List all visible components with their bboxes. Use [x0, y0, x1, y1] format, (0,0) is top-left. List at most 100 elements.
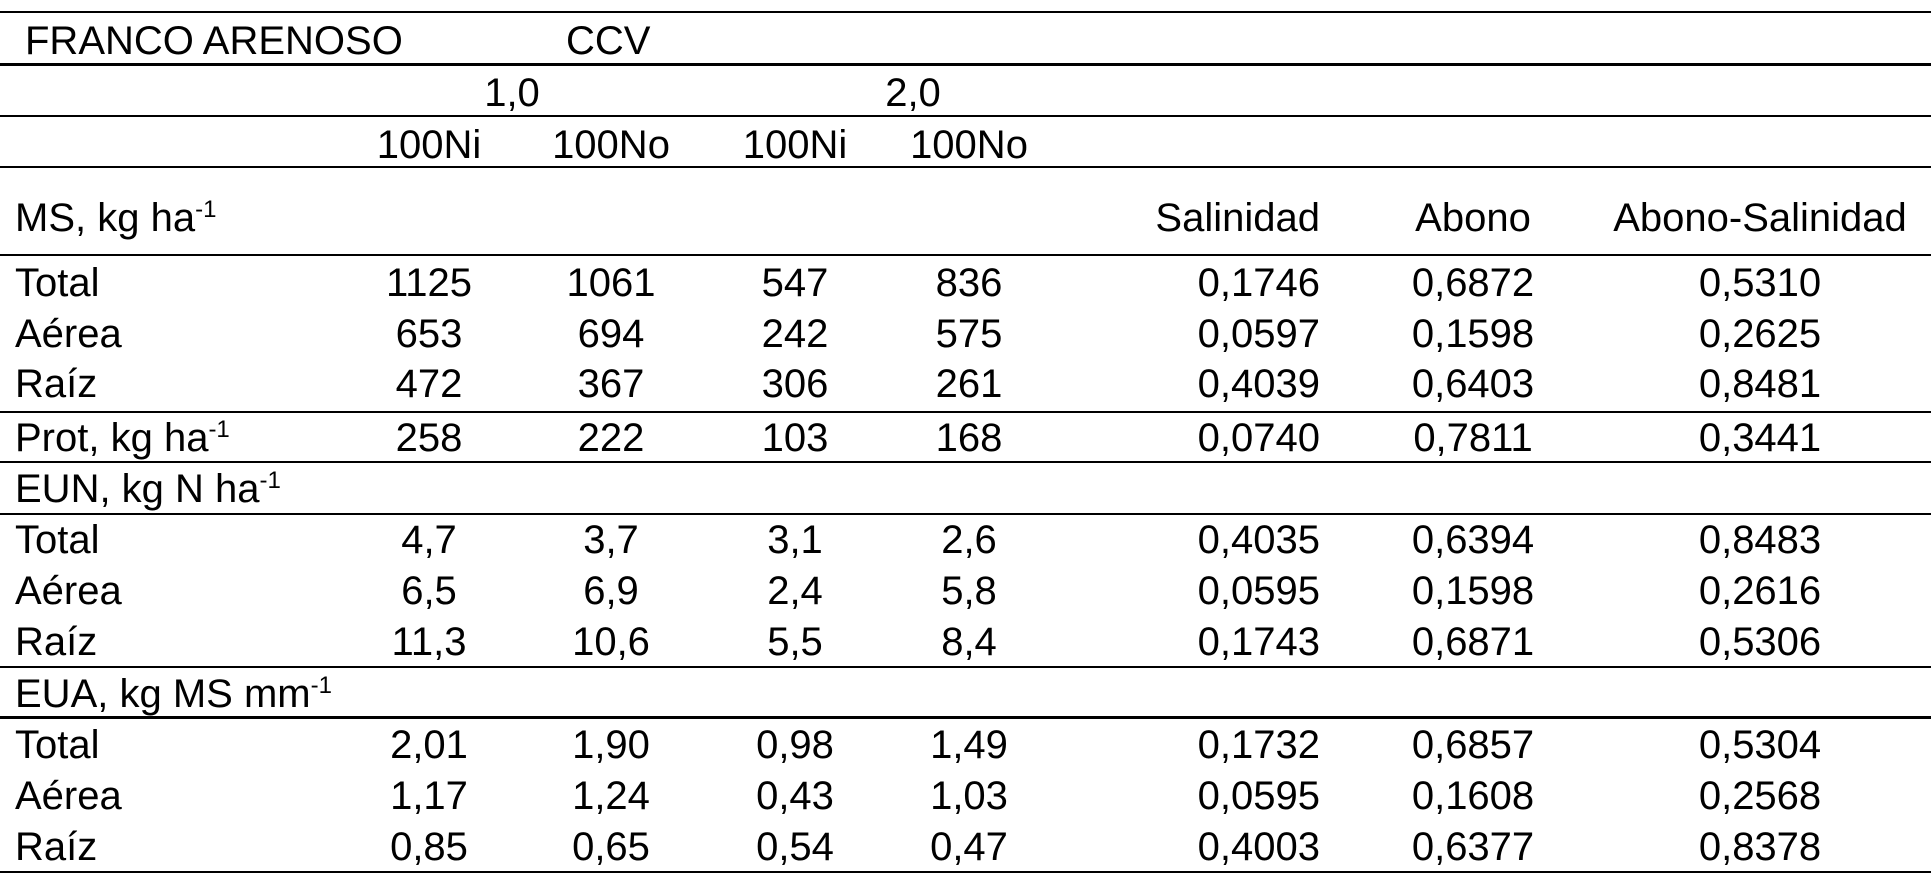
row-label: Raíz [15, 362, 98, 406]
treatment-header: 100No [552, 123, 670, 167]
table-cell: 4,7 [401, 518, 457, 562]
pvalue-cell: 0,2625 [1698, 312, 1822, 356]
pvalue-cell: 0,1732 [1197, 723, 1320, 767]
table-cell: 10,6 [572, 620, 650, 664]
table-cell: 1,24 [572, 774, 650, 818]
pvalue-cell: 0,0595 [1197, 569, 1320, 613]
row-label: Aérea [15, 312, 122, 356]
table-cell: 8,4 [941, 620, 997, 664]
table-cell: 103 [761, 416, 829, 460]
table-cell: 0,43 [756, 774, 834, 818]
rule-prot-top [0, 411, 1931, 413]
table-cell: 258 [395, 416, 463, 460]
pvalue-cell: 0,8481 [1698, 362, 1822, 406]
table-cell: 575 [935, 312, 1003, 356]
table-cell: 0,65 [572, 825, 650, 869]
section-label-ms: MS, kg ha-1 [15, 196, 217, 240]
pvalue-cell: 0,4035 [1197, 518, 1320, 562]
row-label: Aérea [15, 569, 122, 613]
pvalue-cell: 0,1598 [1411, 312, 1535, 356]
row-label: Total [15, 518, 100, 562]
table-cell: 0,54 [756, 825, 834, 869]
table-cell: 1125 [385, 261, 473, 305]
pvalue-cell: 0,6871 [1411, 620, 1535, 664]
rule-eua-bottom [0, 716, 1931, 719]
treatment-header: 100No [910, 123, 1028, 167]
row-label: Raíz [15, 620, 98, 664]
table-cell: 1,90 [572, 723, 650, 767]
row-label: Raíz [15, 825, 98, 869]
table-cell: 836 [935, 261, 1003, 305]
pvalue-cell: 0,5310 [1698, 261, 1822, 305]
rule-eun [0, 513, 1931, 515]
pvalue-header-abono-salinidad: Abono-Salinidad [1613, 196, 1907, 240]
table-cell: 0,98 [756, 723, 834, 767]
row-label: Aérea [15, 774, 122, 818]
rule-ms [0, 254, 1931, 256]
pvalue-cell: 0,0597 [1197, 312, 1320, 356]
treatment-header: 100Ni [376, 123, 482, 167]
pvalue-cell: 0,6377 [1411, 825, 1535, 869]
pvalue-cell: 0,1746 [1197, 261, 1320, 305]
pvalue-cell: 0,2568 [1698, 774, 1822, 818]
pvalue-header-abono: Abono [1415, 196, 1531, 240]
table-cell: 0,85 [390, 825, 468, 869]
table-cell: 2,6 [941, 518, 997, 562]
table-cell: 1061 [566, 261, 656, 305]
table-cell: 261 [935, 362, 1003, 406]
table-cell: 5,5 [767, 620, 823, 664]
pvalue-cell: 0,4039 [1197, 362, 1320, 406]
section-label-eua: EUA, kg MS mm-1 [15, 672, 332, 716]
rule-bottom [0, 871, 1931, 873]
table-cell: 5,8 [941, 569, 997, 613]
table-cell: 694 [577, 312, 645, 356]
section-label-prot: Prot, kg ha-1 [15, 416, 230, 460]
rule-eua-top [0, 666, 1931, 668]
pvalue-cell: 0,0740 [1197, 416, 1320, 460]
ccv-level-1: 1,0 [484, 71, 540, 115]
soil-type-title: FRANCO ARENOSO [25, 19, 403, 63]
table-cell: 1,03 [930, 774, 1008, 818]
table-cell: 547 [761, 261, 829, 305]
pvalue-cell: 0,6872 [1411, 261, 1535, 305]
table-cell: 3,1 [767, 518, 823, 562]
pvalue-header-salinidad: Salinidad [1155, 196, 1320, 240]
section-label-eun: EUN, kg N ha-1 [15, 467, 281, 511]
rule-header-2 [0, 115, 1931, 117]
table-cell: 242 [761, 312, 829, 356]
table-cell: 1,49 [930, 723, 1008, 767]
table-cell: 3,7 [583, 518, 639, 562]
rule-header-1 [0, 63, 1931, 66]
rule-header-3 [0, 166, 1931, 168]
table-cell: 11,3 [391, 620, 467, 664]
table-cell: 367 [577, 362, 645, 406]
table-cell: 0,47 [930, 825, 1008, 869]
row-label: Total [15, 723, 100, 767]
pvalue-cell: 0,1743 [1197, 620, 1320, 664]
table-cell: 653 [395, 312, 463, 356]
pvalue-cell: 0,8483 [1698, 518, 1822, 562]
ccv-title: CCV [566, 19, 651, 63]
table-cell: 6,9 [583, 569, 639, 613]
table-cell: 222 [577, 416, 645, 460]
pvalue-cell: 0,4003 [1197, 825, 1320, 869]
table-cell: 6,5 [401, 569, 457, 613]
pvalue-cell: 0,2616 [1698, 569, 1822, 613]
table-cell: 2,4 [767, 569, 823, 613]
pvalue-cell: 0,5306 [1698, 620, 1822, 664]
treatment-header: 100Ni [742, 123, 848, 167]
pvalue-cell: 0,1598 [1411, 569, 1535, 613]
rule-top [0, 11, 1931, 13]
pvalue-cell: 0,5304 [1698, 723, 1822, 767]
pvalue-cell: 0,3441 [1698, 416, 1822, 460]
pvalue-cell: 0,8378 [1698, 825, 1822, 869]
pvalue-cell: 0,0595 [1197, 774, 1320, 818]
pvalue-cell: 0,1608 [1411, 774, 1535, 818]
pvalue-cell: 0,6403 [1411, 362, 1535, 406]
row-label: Total [15, 261, 100, 305]
table-cell: 1,17 [390, 774, 468, 818]
pvalue-cell: 0,6857 [1411, 723, 1535, 767]
table-cell: 472 [395, 362, 463, 406]
pvalue-cell: 0,7811 [1413, 416, 1533, 460]
rule-prot-bottom [0, 461, 1931, 463]
